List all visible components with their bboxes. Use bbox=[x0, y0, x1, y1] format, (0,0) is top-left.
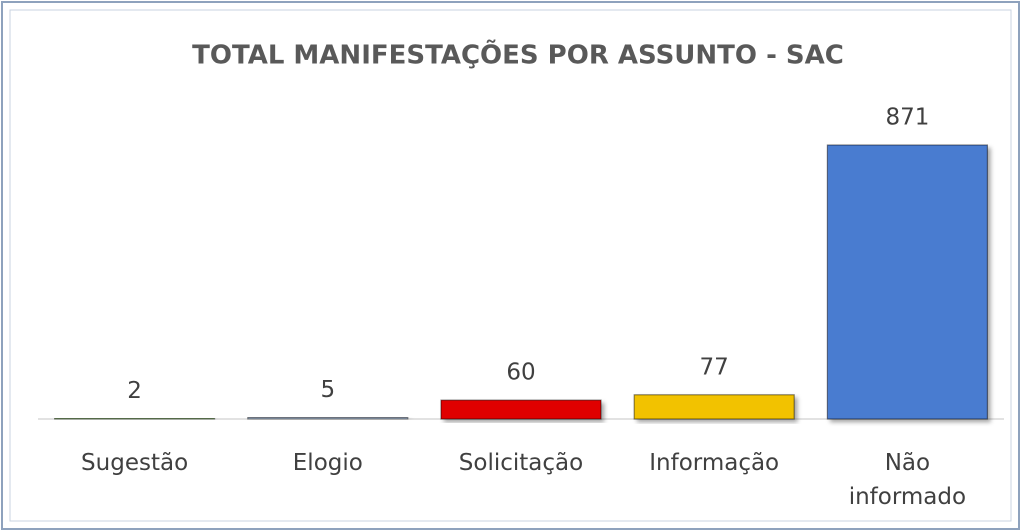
value-label: 77 bbox=[700, 354, 729, 380]
value-label: 60 bbox=[506, 360, 535, 386]
x-tick-label: Não informado bbox=[848, 450, 967, 510]
bar bbox=[826, 144, 989, 420]
inner-frame bbox=[9, 9, 1012, 522]
bar bbox=[633, 394, 795, 420]
bar bbox=[53, 417, 216, 420]
bar bbox=[247, 416, 409, 420]
x-tick-label: Solicitação bbox=[458, 450, 584, 476]
x-tick-label: Sugestão bbox=[81, 450, 189, 476]
value-label: 871 bbox=[885, 105, 929, 131]
value-label: 5 bbox=[320, 377, 335, 403]
value-label: 2 bbox=[127, 378, 142, 404]
x-tick-label: Informação bbox=[649, 450, 780, 476]
chart-title: TOTAL MANIFESTAÇÕES POR ASSUNTO - SAC bbox=[192, 39, 844, 71]
x-tick-label: Elogio bbox=[292, 450, 363, 476]
bar bbox=[440, 399, 602, 420]
